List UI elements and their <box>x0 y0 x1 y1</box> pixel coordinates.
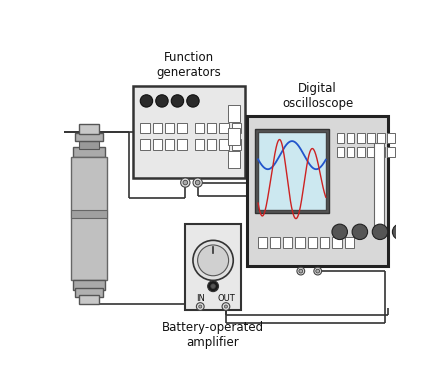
Bar <box>194 140 204 150</box>
Bar <box>194 123 204 133</box>
Text: Digital
oscilloscope: Digital oscilloscope <box>282 82 353 110</box>
Bar <box>357 133 364 143</box>
Bar <box>337 133 345 143</box>
Bar <box>140 123 150 133</box>
Bar <box>207 140 216 150</box>
Bar <box>417 147 425 157</box>
Circle shape <box>198 245 229 276</box>
Bar <box>357 147 364 157</box>
Circle shape <box>352 224 367 240</box>
Bar <box>228 128 240 145</box>
Bar <box>258 237 268 248</box>
Bar <box>374 143 384 226</box>
Bar <box>387 147 395 157</box>
Bar <box>79 290 99 297</box>
Bar <box>387 133 395 143</box>
Circle shape <box>297 267 304 275</box>
Bar <box>71 157 107 279</box>
Bar <box>79 295 99 304</box>
Bar <box>177 123 187 133</box>
Bar <box>232 123 241 133</box>
Bar <box>347 133 355 143</box>
Bar <box>283 237 292 248</box>
Text: Battery-operated
amplifier: Battery-operated amplifier <box>162 321 264 349</box>
Circle shape <box>193 178 202 187</box>
Bar <box>337 147 345 157</box>
Bar <box>407 147 415 157</box>
Bar <box>295 237 304 248</box>
Bar <box>397 147 405 157</box>
Bar <box>132 85 245 178</box>
Bar <box>185 224 241 310</box>
Circle shape <box>171 95 183 107</box>
Bar <box>73 147 105 157</box>
Bar <box>255 129 329 213</box>
Circle shape <box>211 284 216 289</box>
Bar <box>73 279 105 290</box>
Circle shape <box>156 95 168 107</box>
Bar <box>153 123 162 133</box>
Bar <box>417 133 425 143</box>
Bar <box>347 147 355 157</box>
Bar <box>165 140 174 150</box>
Bar <box>153 140 162 150</box>
Bar <box>271 237 280 248</box>
Text: Function
generators: Function generators <box>156 51 221 80</box>
Bar <box>308 237 317 248</box>
Bar <box>367 133 374 143</box>
Bar <box>377 133 385 143</box>
Bar <box>140 140 150 150</box>
Circle shape <box>224 305 227 308</box>
Bar <box>219 123 229 133</box>
Bar <box>333 237 342 248</box>
Bar <box>258 132 326 210</box>
Bar <box>377 147 385 157</box>
Circle shape <box>314 267 322 275</box>
Bar <box>345 237 354 248</box>
Bar <box>75 133 103 142</box>
Bar <box>165 123 174 133</box>
Circle shape <box>208 281 219 292</box>
Bar <box>407 133 415 143</box>
Bar <box>247 116 388 267</box>
Bar <box>232 140 241 150</box>
Circle shape <box>196 303 204 310</box>
Bar <box>71 210 107 218</box>
Circle shape <box>222 303 230 310</box>
Bar <box>75 288 103 297</box>
Circle shape <box>316 269 320 273</box>
Circle shape <box>195 180 200 185</box>
Bar <box>320 237 330 248</box>
Circle shape <box>140 95 153 107</box>
Bar <box>79 124 99 134</box>
Bar <box>367 147 374 157</box>
Bar <box>228 151 240 168</box>
Bar <box>79 142 99 149</box>
Bar <box>219 140 229 150</box>
Text: IN: IN <box>196 294 205 303</box>
Circle shape <box>181 178 190 187</box>
Bar <box>207 123 216 133</box>
Circle shape <box>193 240 233 280</box>
Circle shape <box>187 95 199 107</box>
Circle shape <box>183 180 187 185</box>
Text: OUT: OUT <box>217 294 235 303</box>
Circle shape <box>392 224 408 240</box>
Circle shape <box>332 224 348 240</box>
Circle shape <box>299 269 303 273</box>
Bar <box>177 140 187 150</box>
Bar <box>397 133 405 143</box>
Circle shape <box>199 305 202 308</box>
Bar <box>228 105 240 122</box>
Circle shape <box>372 224 388 240</box>
